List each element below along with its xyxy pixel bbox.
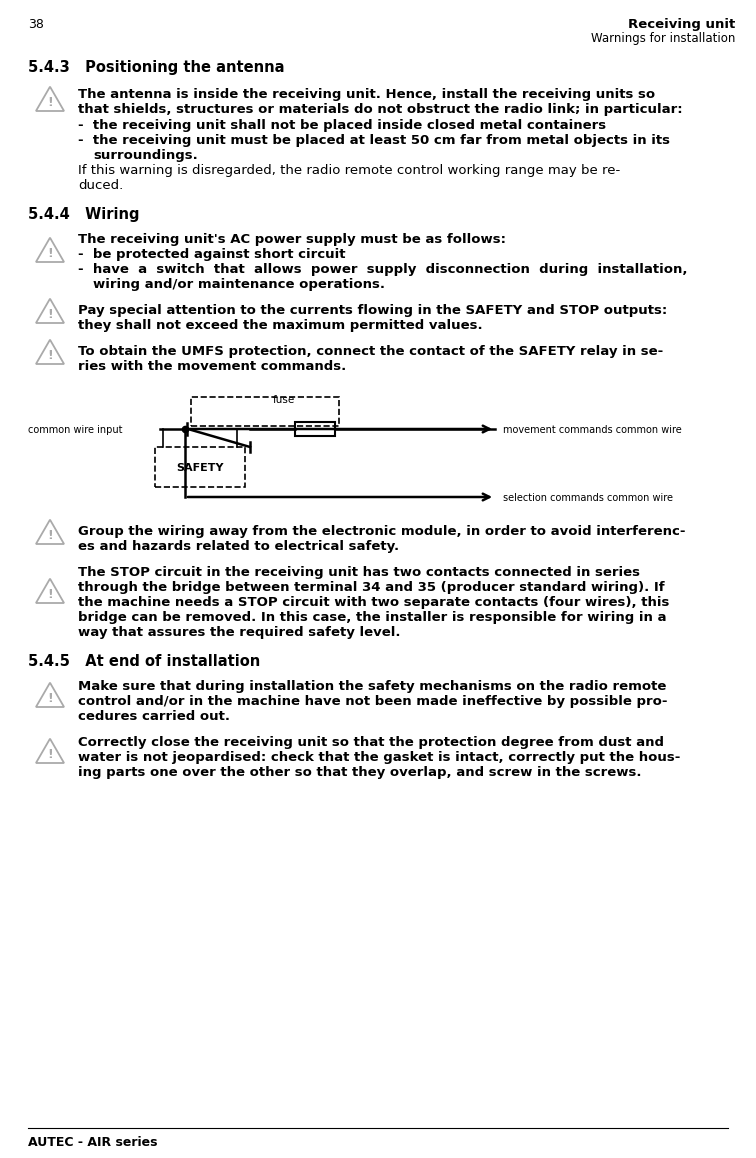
Text: Group the wiring away from the electronic module, in order to avoid interferenc-: Group the wiring away from the electroni…: [78, 525, 686, 538]
Bar: [295, 422, 335, 437]
Text: -  the receiving unit shall not be placed inside closed metal containers: - the receiving unit shall not be placed…: [78, 119, 606, 132]
Text: To obtain the UMFS protection, connect the contact of the SAFETY relay in se-: To obtain the UMFS protection, connect t…: [78, 345, 663, 358]
Text: the machine needs a STOP circuit with two separate contacts (four wires), this: the machine needs a STOP circuit with tw…: [78, 596, 669, 609]
Text: selection commands common wire: selection commands common wire: [503, 493, 673, 503]
Text: !: !: [47, 350, 53, 362]
Text: ries with the movement commands.: ries with the movement commands.: [78, 360, 346, 373]
Text: Make sure that during installation the safety mechanisms on the radio remote: Make sure that during installation the s…: [78, 680, 666, 692]
Text: water is not jeopardised: check that the gasket is intact, correctly put the hou: water is not jeopardised: check that the…: [78, 752, 680, 764]
Text: way that assures the required safety level.: way that assures the required safety lev…: [78, 626, 401, 639]
Text: Correctly close the receiving unit so that the protection degree from dust and: Correctly close the receiving unit so th…: [78, 736, 664, 749]
Text: !: !: [47, 96, 53, 109]
Text: common wire input: common wire input: [28, 425, 122, 435]
Text: AUTEC - AIR series: AUTEC - AIR series: [28, 1136, 157, 1149]
Text: !: !: [47, 692, 53, 705]
Text: 5.4.5   At end of installation: 5.4.5 At end of installation: [28, 654, 260, 669]
Text: !: !: [47, 308, 53, 322]
Text: fuse: fuse: [272, 395, 295, 405]
Text: Pay special attention to the currents flowing in the SAFETY and STOP outputs:: Pay special attention to the currents fl…: [78, 305, 668, 317]
Text: through the bridge between terminal 34 and 35 (producer standard wiring). If: through the bridge between terminal 34 a…: [78, 581, 665, 594]
Text: If this warning is disregarded, the radio remote control working range may be re: If this warning is disregarded, the radi…: [78, 164, 620, 177]
Text: 5.4.4   Wiring: 5.4.4 Wiring: [28, 207, 140, 222]
Text: that shields, structures or materials do not obstruct the radio link; in particu: that shields, structures or materials do…: [78, 103, 683, 116]
Text: !: !: [47, 748, 53, 762]
Text: SAFETY: SAFETY: [176, 463, 224, 472]
Text: Receiving unit: Receiving unit: [627, 19, 735, 31]
Text: surroundings.: surroundings.: [93, 149, 198, 162]
Text: !: !: [47, 529, 53, 542]
Text: -  the receiving unit must be placed at least 50 cm far from metal objects in it: - the receiving unit must be placed at l…: [78, 134, 670, 147]
Text: 5.4.3   Positioning the antenna: 5.4.3 Positioning the antenna: [28, 60, 284, 75]
Text: The STOP circuit in the receiving unit has two contacts connected in series: The STOP circuit in the receiving unit h…: [78, 566, 640, 579]
Text: control and/or in the machine have not been made ineffective by possible pro-: control and/or in the machine have not b…: [78, 695, 668, 708]
Text: -  have  a  switch  that  allows  power  supply  disconnection  during  installa: - have a switch that allows power supply…: [78, 263, 687, 276]
Text: wiring and/or maintenance operations.: wiring and/or maintenance operations.: [93, 278, 385, 291]
Text: !: !: [47, 588, 53, 601]
Bar: [191, 397, 339, 426]
Text: bridge can be removed. In this case, the installer is responsible for wiring in : bridge can be removed. In this case, the…: [78, 611, 667, 624]
Text: es and hazards related to electrical safety.: es and hazards related to electrical saf…: [78, 540, 399, 554]
Bar: [155, 447, 245, 488]
Text: ing parts one over the other so that they overlap, and screw in the screws.: ing parts one over the other so that the…: [78, 765, 642, 779]
Text: cedures carried out.: cedures carried out.: [78, 710, 230, 723]
Text: The antenna is inside the receiving unit. Hence, install the receiving units so: The antenna is inside the receiving unit…: [78, 88, 655, 101]
Text: !: !: [47, 248, 53, 261]
Text: -  be protected against short circuit: - be protected against short circuit: [78, 248, 345, 261]
Text: movement commands common wire: movement commands common wire: [503, 425, 682, 435]
Text: Warnings for installation: Warnings for installation: [590, 32, 735, 45]
Text: duced.: duced.: [78, 179, 123, 192]
Text: 38: 38: [28, 19, 44, 31]
Text: they shall not exceed the maximum permitted values.: they shall not exceed the maximum permit…: [78, 318, 482, 332]
Text: The receiving unit's AC power supply must be as follows:: The receiving unit's AC power supply mus…: [78, 233, 506, 245]
